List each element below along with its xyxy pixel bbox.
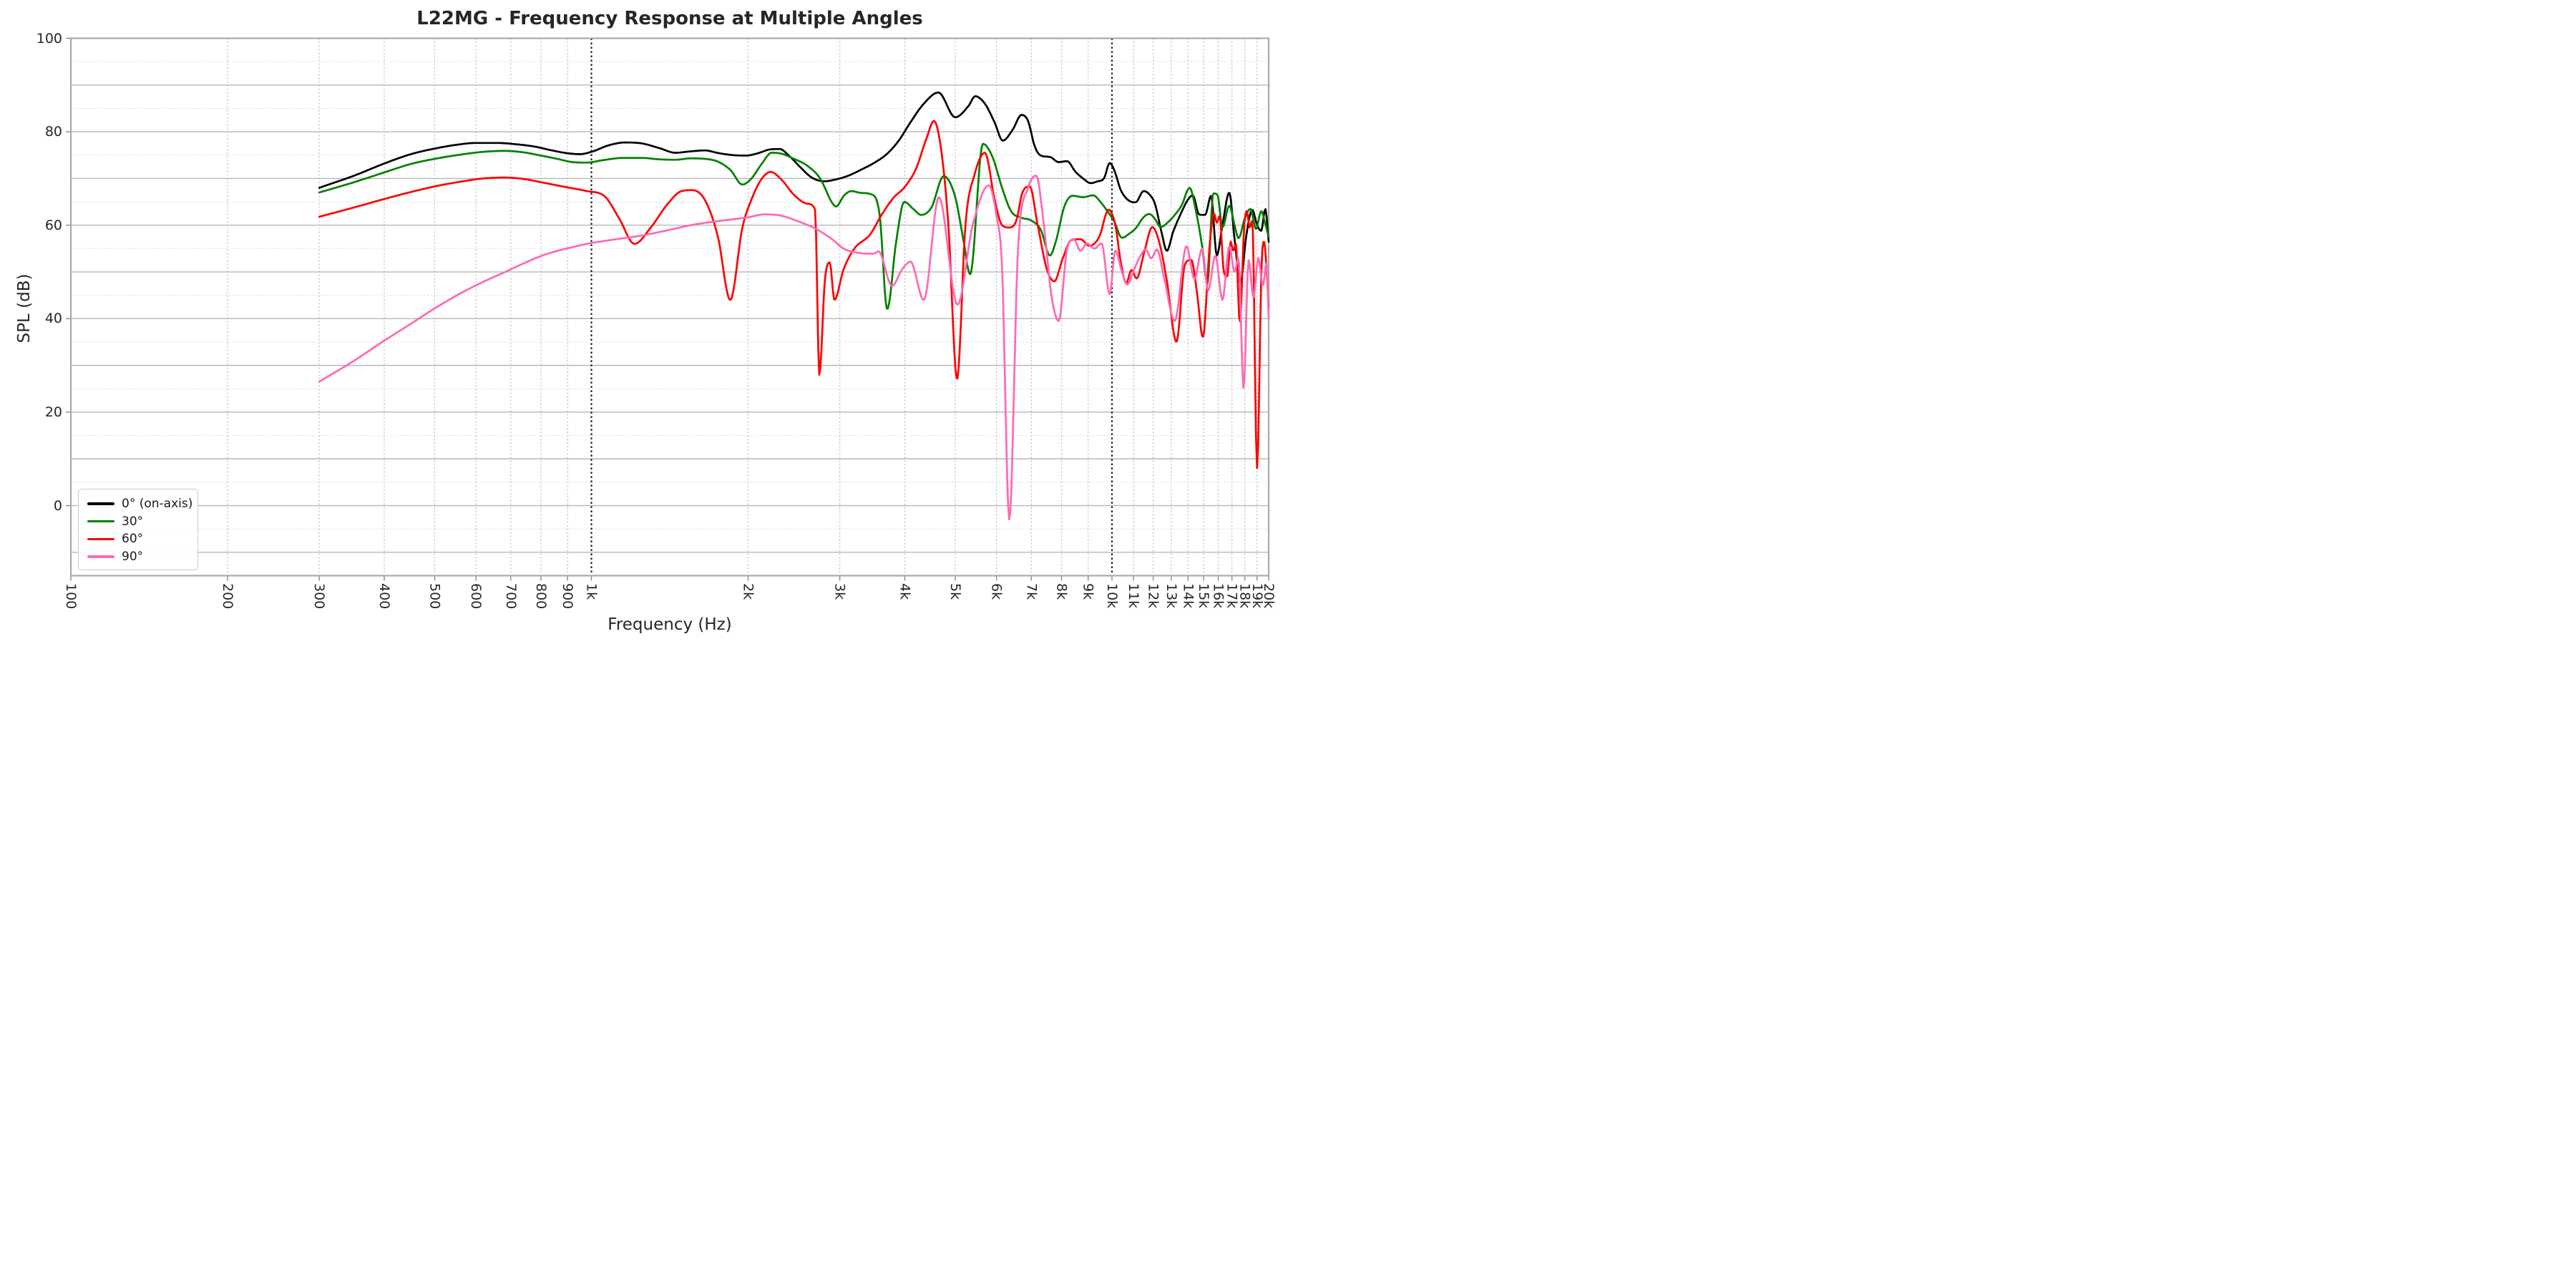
chart-figure: L22MG - Frequency Response at Multiple A… xyxy=(0,0,1288,644)
legend-item-label: 60° xyxy=(122,532,144,547)
x-tick-label: 11k xyxy=(1126,582,1142,608)
x-tick-label: 1k xyxy=(583,582,600,600)
x-tick-label: 700 xyxy=(502,582,519,609)
x-tick-label: 18k xyxy=(1236,582,1253,608)
x-tick-label: 15k xyxy=(1196,582,1212,608)
x-tick-label: 2k xyxy=(740,582,756,600)
x-tick-label: 16k xyxy=(1210,582,1226,608)
legend-item: 0° (on-axis) xyxy=(87,495,197,512)
x-tick-label: 17k xyxy=(1224,582,1240,608)
legend-item-label: 0° (on-axis) xyxy=(122,497,193,511)
series-line-1 xyxy=(318,142,1270,310)
x-tick-label: 100 xyxy=(63,582,79,609)
x-tick-label: 19k xyxy=(1249,582,1265,608)
x-tick-label: 500 xyxy=(426,582,443,609)
x-tick-label: 7k xyxy=(1023,582,1040,600)
x-tick-label: 3k xyxy=(831,582,848,600)
axes-frame xyxy=(69,37,1270,577)
legend-item: 90° xyxy=(87,548,197,565)
x-tick-label: 600 xyxy=(468,582,484,609)
x-tick-label: 10k xyxy=(1104,582,1120,608)
x-tick-label: 800 xyxy=(532,582,549,609)
legend-swatch xyxy=(87,555,114,558)
chart-title: L22MG - Frequency Response at Multiple A… xyxy=(416,8,923,29)
x-tick-label: 200 xyxy=(219,582,235,609)
y-tick-label: 100 xyxy=(36,30,62,47)
x-tick-label: 8k xyxy=(1053,582,1070,600)
legend-item-label: 90° xyxy=(122,549,144,564)
series-line-0 xyxy=(318,91,1270,285)
legend-item-label: 30° xyxy=(122,514,144,529)
y-tick-label: 80 xyxy=(44,124,62,140)
plot-area xyxy=(66,37,1270,581)
y-axis-label: SPL (dB) xyxy=(15,273,34,343)
legend-item: 30° xyxy=(87,513,197,530)
legend-swatch xyxy=(87,519,114,523)
x-tick-label: 20k xyxy=(1261,582,1277,608)
legend: 0° (on-axis) 30° 60° 90° xyxy=(78,489,198,570)
y-tick-label: 20 xyxy=(44,404,62,420)
x-tick-label: 9k xyxy=(1080,582,1096,600)
x-tick-label: 13k xyxy=(1163,582,1179,608)
x-tick-label: 12k xyxy=(1145,582,1161,608)
x-tick-label: 5k xyxy=(947,582,963,600)
series-line-3 xyxy=(318,175,1270,521)
x-tick-label: 14k xyxy=(1180,582,1196,608)
x-tick-label: 400 xyxy=(376,582,392,609)
y-tick-label: 0 xyxy=(53,497,62,514)
legend-item: 60° xyxy=(87,530,197,547)
x-tick-label: 6k xyxy=(988,582,1005,600)
series-line-2 xyxy=(318,119,1270,469)
x-tick-label: 4k xyxy=(897,582,913,600)
y-tick-label: 60 xyxy=(44,217,62,233)
legend-swatch xyxy=(87,537,114,541)
x-axis-label: Frequency (Hz) xyxy=(608,615,732,634)
legend-swatch xyxy=(87,502,114,505)
y-tick-label: 40 xyxy=(44,311,62,327)
x-tick-label: 900 xyxy=(560,582,576,609)
x-tick-label: 300 xyxy=(311,582,328,609)
